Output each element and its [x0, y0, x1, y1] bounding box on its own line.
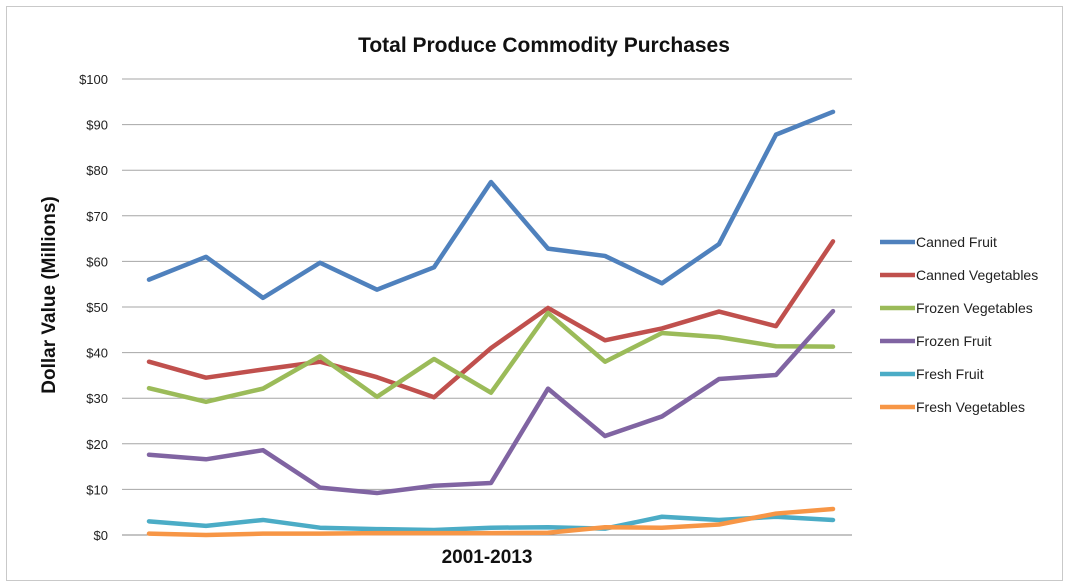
y-tick-label: $30 [86, 391, 108, 406]
legend-label: Canned Vegetables [916, 267, 1038, 283]
gridlines [122, 78, 852, 536]
y-tick-label: $70 [86, 209, 108, 224]
y-tick-label: $10 [86, 482, 108, 497]
series-line [146, 308, 836, 496]
series-lines [146, 109, 836, 538]
series-line [146, 239, 836, 400]
y-tick-label: $90 [86, 118, 108, 133]
y-tick-label: $20 [86, 437, 108, 452]
x-axis-label: 2001-2013 [442, 547, 533, 568]
chart-frame: Total Produce Commodity Purchases $0 $10 $… [6, 6, 1063, 581]
y-axis-label: Dollar Value (Millions) [39, 196, 60, 393]
y-tick-label: $60 [86, 254, 108, 269]
series-line [146, 109, 836, 301]
y-tick-label: $50 [86, 300, 108, 315]
legend-label: Canned Fruit [916, 234, 997, 250]
legend-label: Frozen Fruit [916, 333, 992, 349]
series-line [146, 506, 836, 538]
chart-title: Total Produce Commodity Purchases [358, 34, 730, 57]
y-tick-label: $100 [79, 72, 108, 87]
y-tick-label: $40 [86, 346, 108, 361]
legend-label: Frozen Vegetables [916, 300, 1033, 316]
legend-label: Fresh Fruit [916, 366, 984, 382]
y-tick-label: $80 [86, 163, 108, 178]
y-axis-ticks: $0 $10 $20 $30 $40 $50 $60 $70 $80 $90 $100 [79, 72, 108, 543]
legend-label: Fresh Vegetables [916, 399, 1025, 415]
series-line [146, 514, 836, 533]
y-tick-label: $0 [94, 528, 108, 543]
legend: Canned Fruit Canned Vegetables Frozen Vege… [880, 234, 1038, 415]
line-chart: Total Produce Commodity Purchases $0$10$… [39, 34, 1038, 568]
series-line [146, 310, 836, 405]
